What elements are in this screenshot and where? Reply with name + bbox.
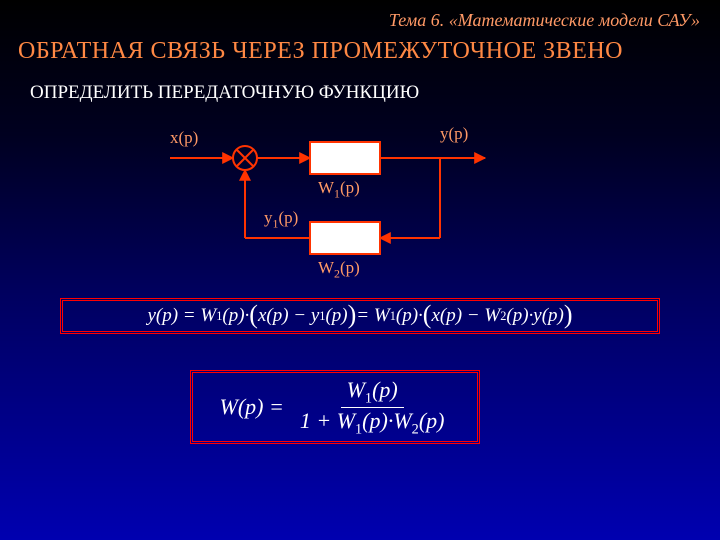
label-w2: W2(p) bbox=[318, 258, 360, 281]
page-subtitle: ОПРЕДЕЛИТЬ ПЕРЕДАТОЧНУЮ ФУНКЦИЮ bbox=[30, 82, 419, 104]
label-x: x(p) bbox=[170, 128, 198, 148]
eq2-numerator: W1(p) bbox=[341, 377, 404, 408]
label-w1: W1(p) bbox=[318, 178, 360, 201]
page-title: ОБРАТНАЯ СВЯЗЬ ЧЕРЕЗ ПРОМЕЖУТОЧНОЕ ЗВЕНО bbox=[18, 38, 623, 65]
eq2-lhs: W(p) = bbox=[220, 394, 284, 420]
equation-2: W(p) = W1(p) 1 + W1(p)·W2(p) bbox=[190, 370, 480, 444]
eq2-fraction: W1(p) 1 + W1(p)·W2(p) bbox=[294, 377, 451, 438]
label-y1: y1(p) bbox=[264, 208, 298, 231]
label-y: y(p) bbox=[440, 124, 468, 144]
topic-text: Тема 6. «Математические модели САУ» bbox=[389, 10, 700, 31]
eq2-denominator: 1 + W1(p)·W2(p) bbox=[294, 408, 451, 438]
block-diagram: x(p) y(p) W1(p) y1(p) W2(p) bbox=[150, 120, 510, 290]
equation-1: y(p) = W1(p)·(x(p) − y1(p)) = W1(p)·(x(p… bbox=[60, 298, 660, 334]
